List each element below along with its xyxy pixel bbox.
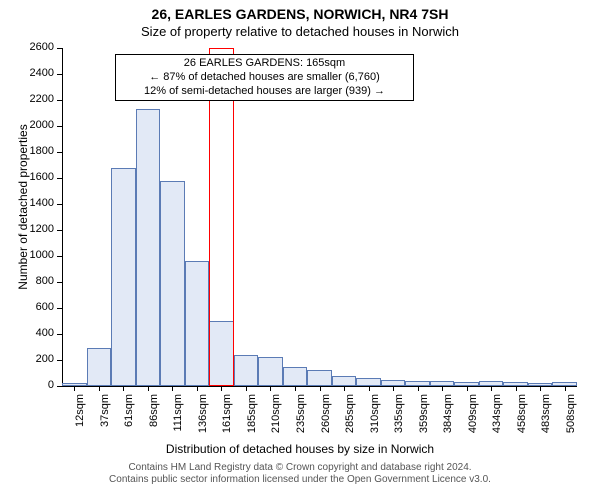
y-tick bbox=[57, 204, 62, 205]
histogram-bar bbox=[87, 348, 112, 386]
y-tick bbox=[57, 74, 62, 75]
histogram-bar bbox=[185, 261, 210, 386]
y-tick-label: 400 bbox=[24, 327, 54, 339]
y-tick bbox=[57, 152, 62, 153]
y-tick bbox=[57, 256, 62, 257]
x-tick-label: 210sqm bbox=[270, 394, 282, 440]
x-tick-label: 161sqm bbox=[221, 394, 233, 440]
y-tick bbox=[57, 100, 62, 101]
x-tick-label: 310sqm bbox=[369, 394, 381, 440]
x-tick bbox=[320, 386, 321, 391]
histogram-bar bbox=[234, 355, 259, 386]
x-tick bbox=[540, 386, 541, 391]
annotation-line2: ← 87% of detached houses are smaller (6,… bbox=[122, 71, 407, 85]
x-tick bbox=[491, 386, 492, 391]
x-tick-label: 185sqm bbox=[246, 394, 258, 440]
y-tick bbox=[57, 178, 62, 179]
histogram-bar bbox=[136, 109, 161, 386]
y-tick-label: 0 bbox=[24, 379, 54, 391]
x-tick-label: 483sqm bbox=[540, 394, 552, 440]
x-tick bbox=[172, 386, 173, 391]
y-tick-label: 2600 bbox=[24, 41, 54, 53]
histogram-bar bbox=[111, 168, 136, 386]
x-tick bbox=[369, 386, 370, 391]
x-tick-label: 12sqm bbox=[74, 394, 86, 440]
x-tick bbox=[123, 386, 124, 391]
x-tick-label: 111sqm bbox=[172, 394, 184, 440]
footer-line1: Contains HM Land Registry data © Crown c… bbox=[0, 462, 600, 474]
y-tick bbox=[57, 48, 62, 49]
x-tick bbox=[516, 386, 517, 391]
histogram-bar bbox=[307, 370, 332, 386]
x-tick bbox=[565, 386, 566, 391]
histogram-bar bbox=[258, 357, 283, 386]
y-tick bbox=[57, 334, 62, 335]
x-tick-label: 335sqm bbox=[393, 394, 405, 440]
x-tick-label: 434sqm bbox=[491, 394, 503, 440]
y-tick bbox=[57, 308, 62, 309]
y-tick bbox=[57, 386, 62, 387]
x-tick bbox=[148, 386, 149, 391]
x-tick bbox=[295, 386, 296, 391]
x-tick bbox=[74, 386, 75, 391]
x-tick-label: 409sqm bbox=[467, 394, 479, 440]
histogram-bar bbox=[332, 376, 357, 386]
x-tick bbox=[393, 386, 394, 391]
y-tick-label: 2400 bbox=[24, 67, 54, 79]
y-axis-line bbox=[62, 48, 63, 386]
x-tick bbox=[418, 386, 419, 391]
x-tick-label: 458sqm bbox=[516, 394, 528, 440]
y-tick bbox=[57, 230, 62, 231]
x-tick bbox=[442, 386, 443, 391]
chart-title-sub: Size of property relative to detached ho… bbox=[0, 24, 600, 39]
footer-attribution: Contains HM Land Registry data © Crown c… bbox=[0, 462, 600, 486]
x-tick-label: 285sqm bbox=[344, 394, 356, 440]
x-tick-label: 61sqm bbox=[123, 394, 135, 440]
x-tick bbox=[344, 386, 345, 391]
y-tick bbox=[57, 282, 62, 283]
histogram-bar bbox=[356, 378, 381, 386]
x-tick bbox=[197, 386, 198, 391]
y-tick bbox=[57, 360, 62, 361]
x-tick-label: 260sqm bbox=[320, 394, 332, 440]
y-tick-label: 2200 bbox=[24, 93, 54, 105]
x-tick-label: 136sqm bbox=[197, 394, 209, 440]
y-tick-label: 200 bbox=[24, 353, 54, 365]
x-axis-label: Distribution of detached houses by size … bbox=[0, 442, 600, 456]
y-axis-label: Number of detached properties bbox=[16, 107, 30, 307]
annotation-line1: 26 EARLES GARDENS: 165sqm bbox=[122, 57, 407, 71]
x-tick-label: 235sqm bbox=[295, 394, 307, 440]
x-tick bbox=[221, 386, 222, 391]
y-tick bbox=[57, 126, 62, 127]
annotation-line3: 12% of semi-detached houses are larger (… bbox=[122, 85, 407, 99]
chart-title-main: 26, EARLES GARDENS, NORWICH, NR4 7SH bbox=[0, 6, 600, 22]
x-tick-label: 37sqm bbox=[99, 394, 111, 440]
x-tick bbox=[270, 386, 271, 391]
annotation-box: 26 EARLES GARDENS: 165sqm← 87% of detach… bbox=[115, 54, 414, 101]
footer-line2: Contains public sector information licen… bbox=[0, 474, 600, 486]
x-tick bbox=[99, 386, 100, 391]
x-tick bbox=[467, 386, 468, 391]
histogram-bar bbox=[209, 321, 234, 386]
x-tick-label: 384sqm bbox=[442, 394, 454, 440]
histogram-bar bbox=[160, 181, 185, 386]
x-tick-label: 86sqm bbox=[148, 394, 160, 440]
x-tick-label: 508sqm bbox=[565, 394, 577, 440]
x-tick bbox=[246, 386, 247, 391]
x-tick-label: 359sqm bbox=[418, 394, 430, 440]
histogram-bar bbox=[283, 367, 308, 387]
